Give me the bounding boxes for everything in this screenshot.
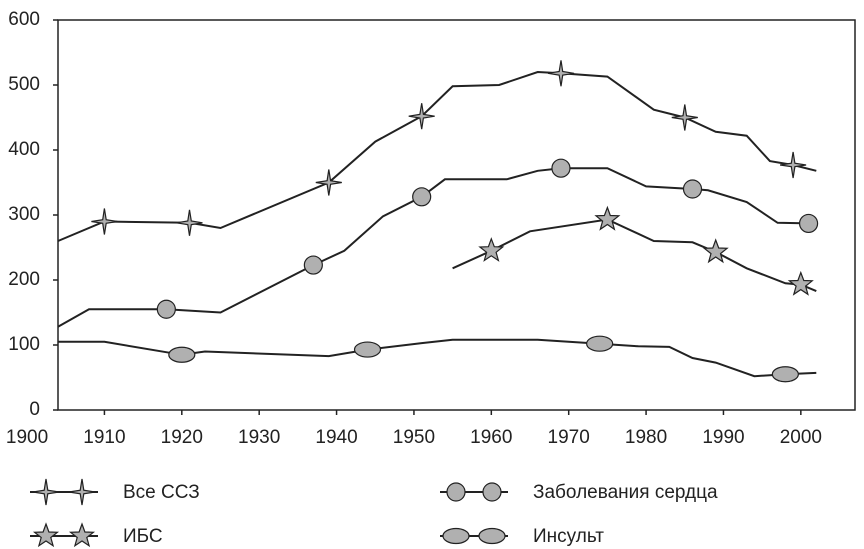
legend-label: Инсульт (533, 526, 604, 547)
legend-label: ИБС (123, 526, 163, 547)
x-tick-label: 1900 (6, 427, 48, 448)
y-tick-label: 400 (8, 139, 40, 160)
x-tick-label: 1960 (470, 427, 512, 448)
y-tick-label: 300 (8, 204, 40, 225)
marker (156, 299, 176, 319)
marker (478, 527, 506, 545)
marker (168, 346, 196, 363)
marker (446, 482, 466, 502)
marker (586, 335, 614, 352)
marker (176, 209, 203, 236)
legend-label: Все ССЗ (123, 482, 200, 503)
y-tick-label: 500 (8, 74, 40, 95)
x-tick-label: 1980 (625, 427, 667, 448)
marker (671, 104, 698, 131)
series-line (58, 338, 817, 378)
x-tick-label: 1910 (83, 427, 125, 448)
y-tick-label: 200 (8, 269, 40, 290)
marker (482, 482, 502, 502)
marker (353, 341, 382, 358)
marker (547, 60, 575, 87)
marker (303, 255, 323, 275)
x-tick-label: 1920 (161, 427, 203, 448)
x-tick-label: 1930 (238, 427, 280, 448)
marker (478, 237, 505, 262)
marker (315, 169, 342, 196)
x-tick-label: 1940 (315, 427, 357, 448)
x-tick-label: 1990 (702, 427, 744, 448)
marker (32, 522, 60, 548)
marker (702, 238, 729, 264)
legend-label: Заболевания сердца (533, 482, 718, 503)
y-tick-label: 600 (8, 9, 40, 30)
marker (68, 522, 96, 548)
y-tick-label: 0 (29, 399, 40, 420)
y-tick-label: 100 (8, 334, 40, 355)
marker (798, 213, 819, 234)
x-tick-label: 1970 (548, 427, 590, 448)
series-line (57, 167, 817, 328)
marker (787, 270, 814, 296)
series-line (452, 218, 817, 293)
marker (91, 208, 118, 235)
x-tick-label: 1950 (393, 427, 435, 448)
marker (682, 179, 703, 199)
marker (408, 103, 435, 130)
x-tick-label: 2000 (780, 427, 822, 448)
marker (412, 187, 432, 207)
marker (442, 527, 470, 545)
marker (594, 205, 621, 231)
marker (780, 151, 807, 179)
marker (551, 158, 571, 178)
marker (771, 366, 799, 383)
series-line (57, 70, 817, 242)
marker (32, 478, 60, 506)
marker (68, 478, 96, 506)
